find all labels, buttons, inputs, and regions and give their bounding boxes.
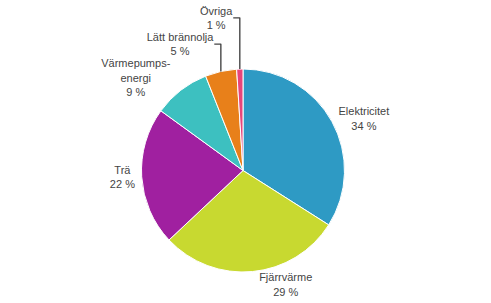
svg-text:Övriga1 %: Övriga1 % [200,5,233,31]
svg-text:Fjärrvärme29 %: Fjärrvärme29 % [259,271,312,297]
svg-text:Värmepumps-energi9 %: Värmepumps-energi9 % [101,57,170,98]
svg-text:Lätt brännolja5 %: Lätt brännolja5 % [147,31,215,57]
svg-text:Trä22 %: Trä22 % [110,164,135,190]
svg-text:Elektricitet34 %: Elektricitet34 % [339,105,390,131]
